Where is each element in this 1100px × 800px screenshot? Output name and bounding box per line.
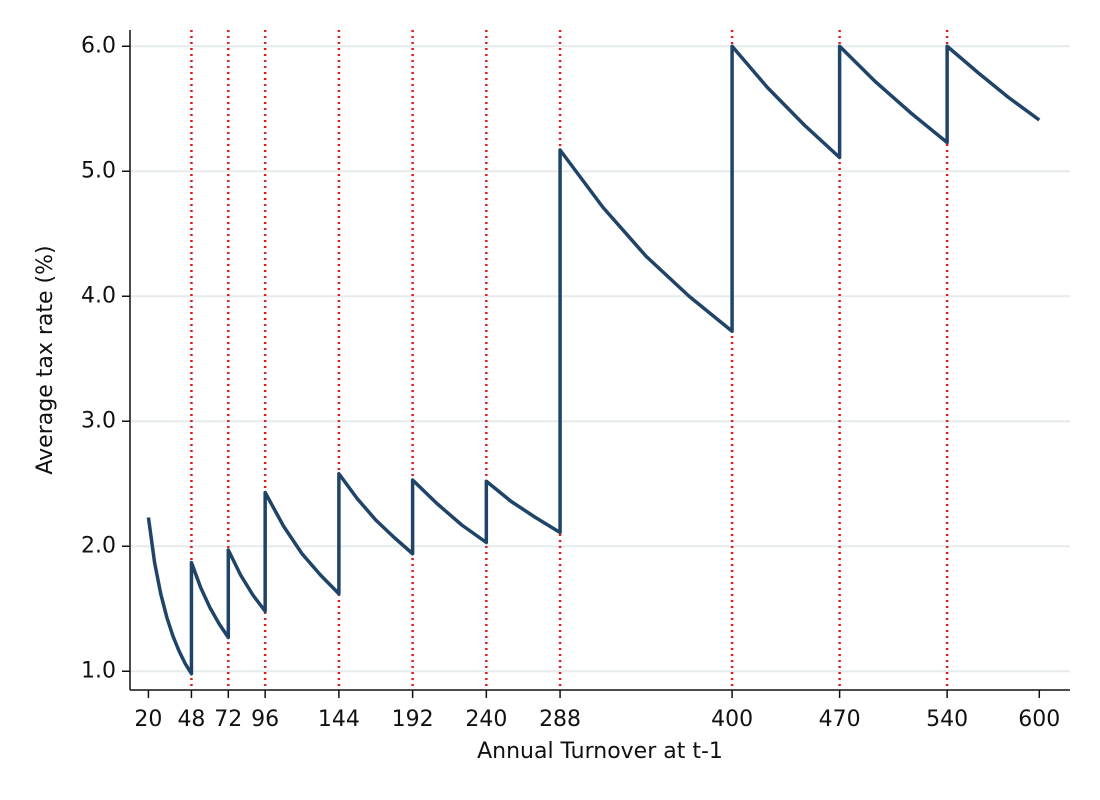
x-tick-label: 144 xyxy=(318,707,360,732)
y-tick-label: 6.0 xyxy=(81,33,116,58)
x-tick-label: 540 xyxy=(926,707,968,732)
y-tick-label: 2.0 xyxy=(81,533,116,558)
x-tick-label: 240 xyxy=(465,707,507,732)
x-tick-label: 400 xyxy=(711,707,753,732)
y-tick-label: 1.0 xyxy=(81,658,116,683)
y-tick-label: 5.0 xyxy=(81,158,116,183)
x-tick-label: 470 xyxy=(819,707,861,732)
y-tick-label: 4.0 xyxy=(81,283,116,308)
x-tick-label: 288 xyxy=(539,707,581,732)
x-tick-label: 48 xyxy=(177,707,205,732)
y-tick-label: 3.0 xyxy=(81,408,116,433)
data-line xyxy=(146,44,1041,676)
x-tick-label: 192 xyxy=(392,707,434,732)
x-axis-title: Annual Turnover at t-1 xyxy=(477,739,723,764)
y-axis-title: Average tax rate (%) xyxy=(33,245,58,474)
x-tick-label: 20 xyxy=(134,707,162,732)
x-tick-label: 600 xyxy=(1018,707,1060,732)
x-tick-label: 72 xyxy=(214,707,242,732)
x-tick-label: 96 xyxy=(251,707,279,732)
